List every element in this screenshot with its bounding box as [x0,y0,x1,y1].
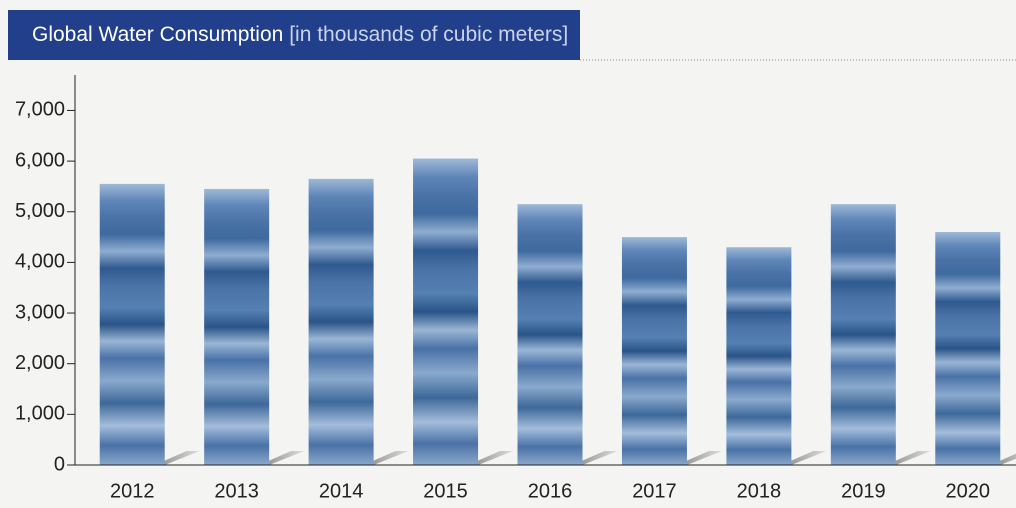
x-tick-label: 2013 [214,480,259,502]
bar [830,204,896,466]
x-tick-label: 2015 [423,480,468,502]
bar-shadow [572,451,618,465]
chart-title: Global Water Consumption [32,23,283,46]
bar [517,204,583,466]
bar-shadow [259,451,305,465]
bar [99,183,165,465]
x-tick-label: 2016 [528,480,573,502]
bar-shadow [363,451,409,465]
x-tick-label: 2018 [737,480,782,502]
bar-shadow [781,451,827,465]
x-tick-label: 2019 [841,480,886,502]
title-banner [8,10,580,60]
x-tick-label: 2012 [110,480,155,502]
y-tick-label: 2,000 [15,352,65,374]
bar [726,247,792,465]
y-tick-label: 6,000 [15,149,65,171]
chart-subtitle: [in thousands of cubic meters] [289,23,568,46]
bar [413,158,479,466]
y-tick-label: 0 [54,453,65,475]
title-text: Global Water Consumption [in thousands o… [32,23,568,46]
y-tick-label: 1,000 [15,403,65,425]
y-tick-label: 3,000 [15,301,65,323]
bar-shadow [154,451,200,465]
bar [935,232,1001,465]
x-tick-label: 2020 [946,480,991,502]
y-tick-label: 4,000 [15,251,65,273]
bar [308,178,374,465]
bar-shadow [468,451,514,465]
bar [621,237,687,465]
bar [204,188,270,465]
x-tick-label: 2017 [632,480,677,502]
y-tick-label: 7,000 [15,99,65,121]
bar-shadow [676,451,722,465]
x-tick-label: 2014 [319,480,364,502]
bar-shadow [885,451,931,465]
y-tick-label: 5,000 [15,200,65,222]
